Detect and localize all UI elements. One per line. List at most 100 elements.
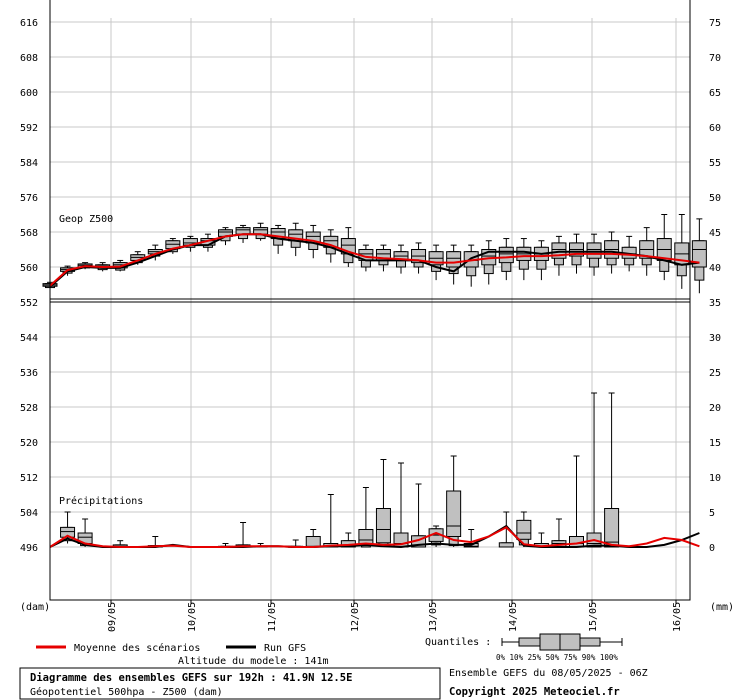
quantile-levels-text: 0% 10% 25% 50% 75% 90% 100%	[496, 653, 618, 662]
z500-gfs-line	[49, 233, 700, 288]
box-plot	[551, 518, 567, 548]
right-tick-label: 10	[709, 473, 721, 484]
right-tick-label: 70	[709, 53, 721, 64]
axes: 6166086005925845765685605525445365285205…	[20, 0, 721, 632]
plot-area	[42, 214, 707, 549]
box-iqr	[516, 519, 532, 540]
right-tick-label: 55	[709, 158, 721, 169]
title-box: Diagramme des ensembles GEFS sur 192h : …	[19, 667, 441, 700]
left-tick-label: 520	[20, 438, 38, 449]
right-unit-label: (mm)	[710, 602, 734, 613]
legend: Moyenne des scénarios Run GFS Altitude d…	[36, 633, 648, 698]
left-tick-label: 568	[20, 228, 38, 239]
right-tick-label: 20	[709, 403, 721, 414]
right-tick-label: 60	[709, 123, 721, 134]
precip-mean-line	[49, 526, 700, 548]
run-info: Ensemble GEFS du 08/05/2025 - 06Z	[449, 668, 648, 679]
box-plot	[498, 511, 514, 548]
box-plot	[498, 238, 514, 281]
left-tick-label: 600	[20, 88, 38, 99]
x-tick-label: 16/05	[672, 602, 683, 632]
left-tick-label: 592	[20, 123, 38, 134]
box-plot	[533, 240, 549, 281]
left-tick-label: 608	[20, 53, 38, 64]
box-plot	[516, 511, 532, 547]
copyright: Copyright 2025 Meteociel.fr	[449, 686, 620, 698]
altitude-text: Altitude du modele : 141m	[178, 656, 329, 667]
box-iqr	[498, 542, 514, 548]
box-plot	[656, 214, 672, 281]
box-plot	[375, 459, 391, 547]
box-plot	[235, 522, 251, 548]
box-plot	[674, 214, 690, 289]
x-tick-label: 11/05	[267, 602, 278, 632]
box-plot	[340, 227, 356, 267]
box-plot	[253, 222, 269, 241]
z500-series-label: Geop Z500	[59, 214, 113, 225]
box-plot	[446, 455, 462, 547]
quantiles-label: Quantiles :	[425, 637, 491, 648]
box-plot	[516, 238, 532, 281]
grid-lines	[50, 18, 690, 600]
box-plot	[569, 455, 584, 548]
left-unit-label: (dam)	[20, 602, 50, 613]
right-tick-label: 40	[709, 263, 721, 274]
box-iqr	[586, 242, 602, 259]
box-plot	[60, 511, 76, 544]
box-plot	[323, 494, 339, 548]
legend-gfs-label: Run GFS	[264, 643, 306, 654]
legend-mean-label: Moyenne des scénarios	[74, 642, 200, 654]
right-tick-label: 50	[709, 193, 721, 204]
box-plot	[305, 529, 321, 548]
x-tick-label: 12/05	[350, 602, 361, 632]
left-tick-label: 560	[20, 263, 38, 274]
x-tick-label: 13/05	[428, 602, 439, 632]
chart-title: Diagramme des ensembles GEFS sur 192h : …	[30, 672, 352, 684]
box-plot	[604, 392, 620, 548]
left-tick-label: 536	[20, 368, 38, 379]
right-tick-label: 25	[709, 368, 721, 379]
right-tick-label: 35	[709, 298, 721, 309]
left-tick-label: 504	[20, 508, 38, 519]
box-plot	[481, 240, 497, 285]
left-tick-label: 512	[20, 473, 38, 484]
box-iqr	[498, 246, 514, 264]
left-tick-label: 584	[20, 158, 38, 169]
x-tick-label: 14/05	[508, 602, 519, 632]
box-plot	[639, 227, 655, 276]
z500-mean-line	[49, 233, 700, 287]
left-tick-label: 576	[20, 193, 38, 204]
right-tick-label: 45	[709, 228, 721, 239]
left-tick-label: 528	[20, 403, 38, 414]
right-tick-label: 5	[709, 508, 715, 519]
box-plot	[463, 244, 479, 287]
box-plot	[165, 238, 181, 254]
x-tick-label: 15/05	[588, 602, 599, 632]
left-tick-label: 616	[20, 18, 38, 29]
right-tick-label: 0	[709, 543, 715, 554]
chart-subtitle: Géopotentiel 500hpa - Z500 (dam)	[30, 686, 223, 698]
box-iqr	[375, 508, 391, 544]
box-iqr	[60, 526, 76, 538]
box-iqr	[446, 251, 462, 268]
box-plot	[358, 487, 374, 548]
box-plot	[446, 244, 462, 285]
x-tick-label: 09/05	[107, 602, 118, 632]
right-tick-label: 65	[709, 88, 721, 99]
quantile-key-box	[501, 633, 623, 651]
box-iqr	[446, 490, 462, 537]
left-tick-label: 496	[20, 543, 38, 554]
box-plot	[586, 392, 602, 548]
right-tick-label: 75	[709, 18, 721, 29]
box-plot	[691, 218, 707, 294]
x-tick-label: 10/05	[187, 602, 198, 632]
left-tick-label: 552	[20, 298, 38, 309]
box-iqr	[691, 240, 707, 268]
right-tick-label: 30	[709, 333, 721, 344]
box-plot	[77, 518, 93, 547]
box-plot	[411, 242, 427, 274]
box-iqr	[604, 508, 620, 548]
precip-series-label: Précipitations	[59, 495, 143, 507]
box-plot	[235, 224, 251, 243]
